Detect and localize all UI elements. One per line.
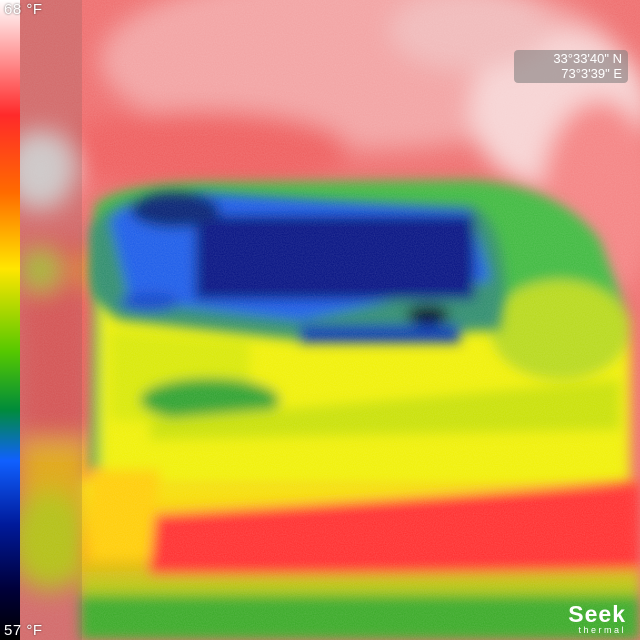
max-temperature-label: 68 °F [4, 1, 43, 18]
min-temperature-label: 57 °F [4, 622, 43, 639]
gps-coordinates-box: 33°33'40" N 73°3'39" E [514, 50, 628, 83]
logo-subtitle: thermal [578, 625, 626, 635]
scale-shade [20, 0, 82, 640]
logo-wordmark: Seek [568, 601, 626, 627]
longitude-text: 73°3'39" E [561, 66, 622, 81]
latitude-text: 33°33'40" N [553, 51, 622, 66]
seek-thermal-logo: Seek thermal [568, 601, 626, 636]
temperature-scale-bar [0, 0, 20, 640]
